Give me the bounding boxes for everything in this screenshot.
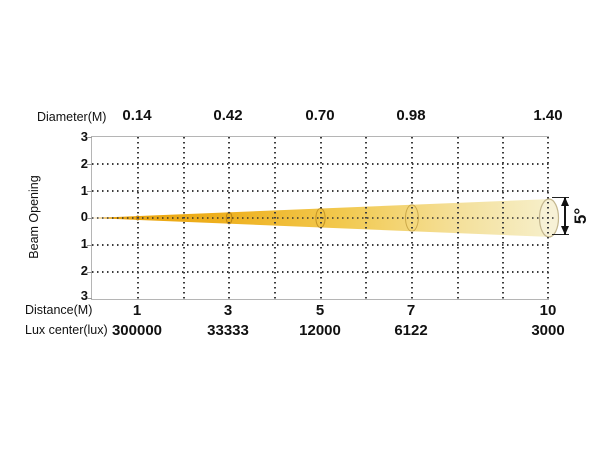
y-tickmark xyxy=(87,218,92,219)
gridline-v xyxy=(274,137,276,299)
y-tick: 1 xyxy=(80,183,88,198)
gridline-v xyxy=(228,137,230,299)
y-tickmark xyxy=(87,298,92,299)
distance-value: 7 xyxy=(406,302,416,319)
dimension-line xyxy=(564,197,566,235)
arrow-up-icon xyxy=(561,197,569,206)
lux-axis-title: Lux center(lux) xyxy=(25,323,108,337)
arrow-down-icon xyxy=(561,226,569,235)
y-tickmark xyxy=(87,137,92,138)
lux-value: 6122 xyxy=(394,322,428,339)
gridline-h xyxy=(92,244,549,246)
distance-value: 5 xyxy=(315,302,325,319)
gridline-h xyxy=(92,190,549,192)
diameter-value: 1.40 xyxy=(533,107,563,124)
distance-value: 3 xyxy=(223,302,233,319)
y-tickmark xyxy=(87,245,92,246)
beam-end-ellipse xyxy=(538,198,560,238)
gridline-v xyxy=(502,137,504,299)
y-axis-title: Beam Opening xyxy=(27,175,41,259)
beam-angle-dimension xyxy=(552,197,570,235)
diameter-value: 0.98 xyxy=(396,107,426,124)
gridline-v xyxy=(365,137,367,299)
beam-angle-label: 5° xyxy=(571,207,590,225)
gridline-h xyxy=(92,163,549,165)
diameter-value: 0.70 xyxy=(305,107,335,124)
lux-value: 3000 xyxy=(531,322,565,339)
distance-axis-title: Distance(M) xyxy=(25,303,93,317)
beam-cone-graphic xyxy=(92,198,560,238)
gridline-v xyxy=(411,137,413,299)
y-tick: 0 xyxy=(80,209,88,224)
y-tick: 2 xyxy=(80,156,88,171)
dimension-cap-bottom xyxy=(552,234,569,235)
diameter-value: 0.14 xyxy=(122,107,152,124)
distance-value: 10 xyxy=(539,302,557,319)
y-tickmark xyxy=(87,164,92,165)
distance-value: 1 xyxy=(132,302,142,319)
gridline-v xyxy=(320,137,322,299)
gridline-v xyxy=(457,137,459,299)
y-tick: 3 xyxy=(80,129,88,144)
lux-value: 12000 xyxy=(299,322,341,339)
y-tickmark xyxy=(87,272,92,273)
dimension-cap-top xyxy=(552,197,569,198)
gridline-h xyxy=(92,271,549,273)
gridline-v xyxy=(547,137,549,299)
y-tick: 2 xyxy=(80,263,88,278)
lux-value: 33333 xyxy=(207,322,249,339)
diameter-axis-title: Diameter(M) xyxy=(37,110,107,124)
diameter-value: 0.42 xyxy=(213,107,243,124)
lux-value: 300000 xyxy=(111,322,163,339)
gridline-v xyxy=(137,137,139,299)
y-tick: 3 xyxy=(80,288,88,303)
plot-area xyxy=(87,136,560,300)
gridline-v xyxy=(183,137,185,299)
y-tick: 1 xyxy=(80,236,88,251)
y-tickmark xyxy=(87,191,92,192)
